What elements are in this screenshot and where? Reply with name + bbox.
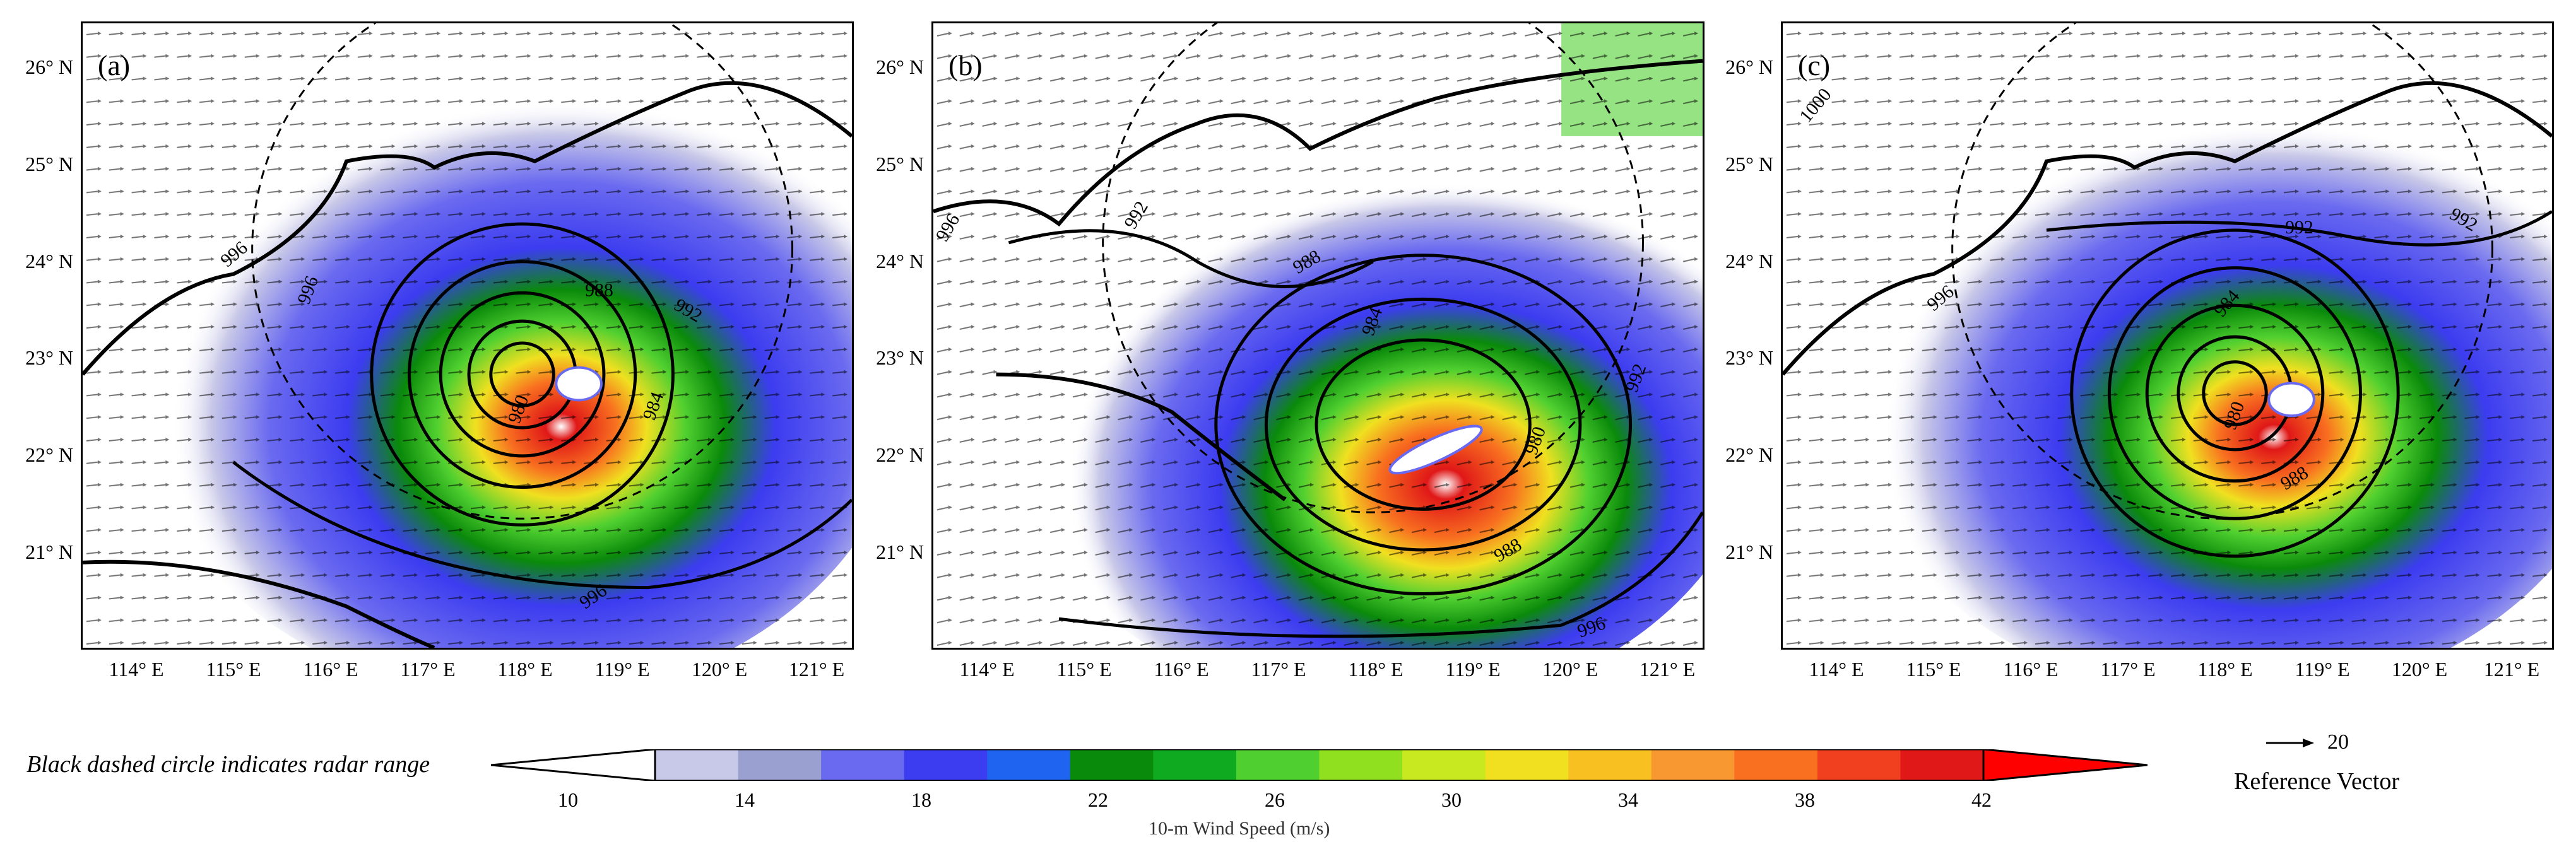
lat-tick: 22° N [876,443,924,466]
lon-tick: 114° E [959,658,1015,681]
colorbar-cell [1734,749,1818,781]
lat-tick: 22° N [25,443,73,466]
lon-tick: 121° E [788,658,845,681]
reference-vector-value: 20 [2327,730,2349,754]
colorbar-cell [1402,749,1486,781]
isobars-c [2046,210,2552,558]
lon-tick: 119° E [2295,658,2350,681]
radar-range-b [1102,23,1644,513]
lon-tick: 116° E [2003,658,2059,681]
lat-tick: 23° N [876,346,924,369]
coastline-b [933,59,1703,227]
coastline-c [1783,81,2552,376]
lon-tick: 120° E [2391,658,2448,681]
lat-tick: 24° N [876,250,924,272]
colorbar-tick: 42 [1971,788,1992,811]
lon-tick: 117° E [2100,658,2156,681]
colorbar-max-triangle [1982,749,2148,781]
colorbar-cell [1651,749,1735,781]
colorbar-cell [1900,749,1984,781]
colorbar-cell [904,749,988,781]
lat-tick: 21° N [1725,541,1773,563]
lat-tick: 21° N [25,541,73,563]
lat-tick: 23° N [25,346,73,369]
reference-vector-arrow [2266,739,2314,747]
colorbar-cell [821,749,905,781]
lat-tick: 25° N [1725,153,1773,175]
colorbar-cell [1568,749,1652,781]
colorbar-tick: 30 [1441,788,1462,811]
lon-tick: 114° E [109,658,164,681]
lon-tick: 120° E [691,658,748,681]
colorbar-tick: 26 [1265,788,1285,811]
colorbar-cell [1485,749,1569,781]
lon-tick: 116° E [1154,658,1209,681]
lon-tick: 118° E [497,658,553,681]
lon-tick: 118° E [1348,658,1403,681]
lat-tick: 23° N [1725,346,1773,369]
lon-tick: 115° E [206,658,261,681]
colorbar-cell [1070,749,1154,781]
lat-tick: 26° N [25,56,73,78]
lon-tick: 118° E [2197,658,2253,681]
lon-tick: 115° E [1906,658,1961,681]
panel-label-c: (c) [1798,49,1831,81]
lat-tick: 25° N [876,153,924,175]
colorbar-cell [1817,749,1901,781]
lon-tick: 114° E [1809,658,1864,681]
lon-tick: 116° E [303,658,358,681]
lat-tick: 26° N [1725,56,1773,78]
colorbar-cell [1153,749,1237,781]
panel-b: 996 992 988 984 992 980 988 996 (b) [931,21,1705,650]
panel-a: 996 996 988 992 980 984 996 (a) [81,21,854,650]
map-c: 1000 992 992 996 984 980 988 [1783,23,2552,648]
colorbar-cell [738,749,822,781]
map-a: 996 996 988 992 980 984 996 [83,23,852,648]
lon-tick: 119° E [1445,658,1501,681]
lon-tick: 121° E [2483,658,2540,681]
colorbar-title: 10-m Wind Speed (m/s) [1149,818,1330,839]
lat-tick: 26° N [876,56,924,78]
colorbar-tick: 34 [1618,788,1638,811]
coastline-a [83,81,852,376]
colorbar-cell [655,749,739,781]
lon-tick: 119° E [594,658,650,681]
colorbar-cell [987,749,1071,781]
lat-tick: 24° N [1725,250,1773,272]
radar-range-a [251,23,793,520]
colorbar-tick: 22 [1088,788,1108,811]
panel-c: 1000 992 992 996 984 980 988 (c) [1781,21,2554,650]
lon-tick: 120° E [1542,658,1598,681]
lon-tick: 115° E [1056,658,1112,681]
lon-tick: 121° E [1639,658,1696,681]
colorbar-cell [1236,749,1320,781]
colorbar-cell [1319,749,1403,781]
lat-tick: 25° N [25,153,73,175]
contour-label: 992 [2285,217,2313,238]
colorbar-tick: 18 [911,788,931,811]
colorbar-cells [655,749,1984,781]
radar-range-note: Black dashed circle indicates radar rang… [27,751,430,778]
panel-label-b: (b) [948,49,983,81]
reference-vector-label: Reference Vector [2234,768,2399,795]
lon-tick: 117° E [1251,658,1306,681]
contour-label: 988 [585,279,613,300]
lon-tick: 117° E [400,658,456,681]
lat-tick: 22° N [1725,443,1773,466]
lat-tick: 21° N [876,541,924,563]
lat-tick: 24° N [25,250,73,272]
colorbar-min-triangle [491,749,656,781]
panel-label-a: (a) [98,49,131,81]
colorbar-tick: 14 [735,788,755,811]
isobars-b [1008,229,1703,638]
map-b: 996 992 988 984 992 980 988 996 [933,23,1703,648]
colorbar-tick: 10 [558,788,578,811]
colorbar-tick: 38 [1795,788,1815,811]
wind-speed-colorbar [491,749,2148,781]
